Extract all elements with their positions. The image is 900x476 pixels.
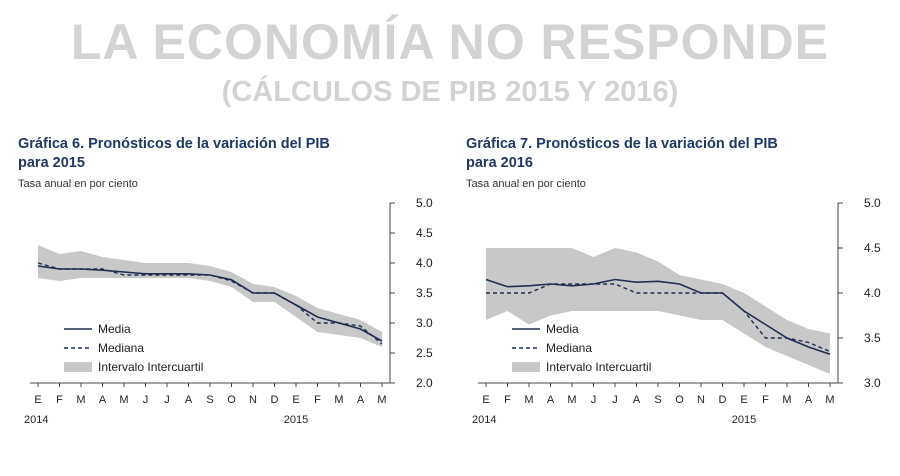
year-label: 2015	[284, 414, 308, 426]
series-line-mediana	[37, 262, 383, 345]
x-tick-label: A	[547, 394, 555, 406]
series-line-mediana	[486, 283, 831, 353]
x-tick-label: S	[206, 394, 213, 406]
x-tick-label: A	[99, 394, 107, 406]
x-tick-label: E	[482, 394, 489, 406]
legend-swatch-band	[512, 362, 540, 372]
x-tick-label: J	[164, 394, 170, 406]
legend-swatch-band	[64, 362, 92, 372]
y-tick-label: 3.5	[416, 286, 433, 300]
y-tick-label: 4.0	[864, 286, 881, 300]
x-tick-label: A	[805, 394, 813, 406]
x-tick-label: F	[56, 394, 63, 406]
x-tick-label: F	[504, 394, 511, 406]
interquartile-band	[38, 245, 382, 347]
chart-title-line2: para 2016	[466, 155, 533, 171]
chart-title: Gráfica 6. Pronósticos de la variación d…	[18, 135, 418, 173]
page-subtitle: (CÁLCULOS DE PIB 2015 Y 2016)	[221, 76, 679, 108]
x-tick-label: O	[675, 394, 684, 406]
y-tick-label: 4.5	[864, 241, 881, 255]
year-label: 2014	[472, 414, 496, 426]
x-tick-label: F	[762, 394, 769, 406]
x-tick-label: F	[314, 394, 321, 406]
x-tick-label: N	[249, 394, 257, 406]
x-tick-label: M	[334, 394, 343, 406]
x-tick-label: M	[825, 394, 834, 406]
x-tick-label: A	[633, 394, 641, 406]
x-tick-label: E	[292, 394, 299, 406]
y-tick-label: 5.0	[864, 196, 881, 210]
x-tick-label: E	[34, 394, 41, 406]
legend-label: Media	[546, 322, 579, 336]
x-tick-label: J	[143, 394, 149, 406]
chart-subtitle: Tasa anual en por ciento	[18, 178, 138, 190]
series-line-media	[37, 265, 383, 342]
y-tick-label: 2.0	[416, 376, 433, 390]
y-tick-label: 2.5	[416, 346, 433, 360]
legend-label: Mediana	[98, 341, 144, 355]
year-label: 2015	[732, 414, 756, 426]
x-tick-label: M	[76, 394, 85, 406]
chart-title: Gráfica 7. Pronósticos de la variación d…	[466, 135, 866, 173]
x-tick-label: A	[185, 394, 193, 406]
x-tick-label: A	[357, 394, 365, 406]
x-tick-label: D	[719, 394, 727, 406]
y-tick-label: 3.0	[864, 376, 881, 390]
x-tick-label: D	[271, 394, 279, 406]
gdp-forecast-2015-chart: 2.02.53.03.54.04.55.0E F M A M J J A S O N D E F M A M20…	[24, 196, 433, 426]
y-tick-label: 5.0	[416, 196, 433, 210]
legend-label: Intervalo Intercuartil	[546, 360, 651, 374]
chart-title-line1: Gráfica 6. Pronósticos de la variación d…	[18, 136, 330, 152]
x-tick-label: M	[377, 394, 386, 406]
x-tick-label: M	[567, 394, 576, 406]
legend-label: Media	[98, 322, 131, 336]
series-line-media	[485, 278, 831, 355]
chart-subtitle: Tasa anual en por ciento	[466, 178, 586, 190]
x-tick-label: J	[612, 394, 618, 406]
interquartile-band	[486, 248, 830, 374]
legend-label: Intervalo Intercuartil	[98, 360, 203, 374]
x-tick-label: M	[119, 394, 128, 406]
y-tick-label: 3.5	[864, 331, 881, 345]
x-tick-label: N	[697, 394, 705, 406]
chart-panel-2016: Gráfica 7. Pronósticos de la variación d…	[466, 131, 900, 471]
x-tick-label: O	[227, 394, 236, 406]
chart-title-line2: para 2015	[18, 155, 85, 171]
y-tick-label: 4.5	[416, 226, 433, 240]
x-tick-label: J	[591, 394, 597, 406]
x-tick-label: S	[654, 394, 661, 406]
page-title: LA ECONOMÍA NO RESPONDE	[70, 14, 830, 70]
legend-label: Mediana	[546, 341, 592, 355]
y-tick-label: 3.0	[416, 316, 433, 330]
year-label: 2014	[24, 414, 48, 426]
x-tick-label: M	[524, 394, 533, 406]
y-tick-label: 4.0	[416, 256, 433, 270]
chart-title-line1: Gráfica 7. Pronósticos de la variación d…	[466, 136, 778, 152]
x-tick-label: E	[740, 394, 747, 406]
chart-panel-2015: Gráfica 6. Pronósticos de la variación d…	[18, 131, 458, 471]
x-tick-label: M	[782, 394, 791, 406]
